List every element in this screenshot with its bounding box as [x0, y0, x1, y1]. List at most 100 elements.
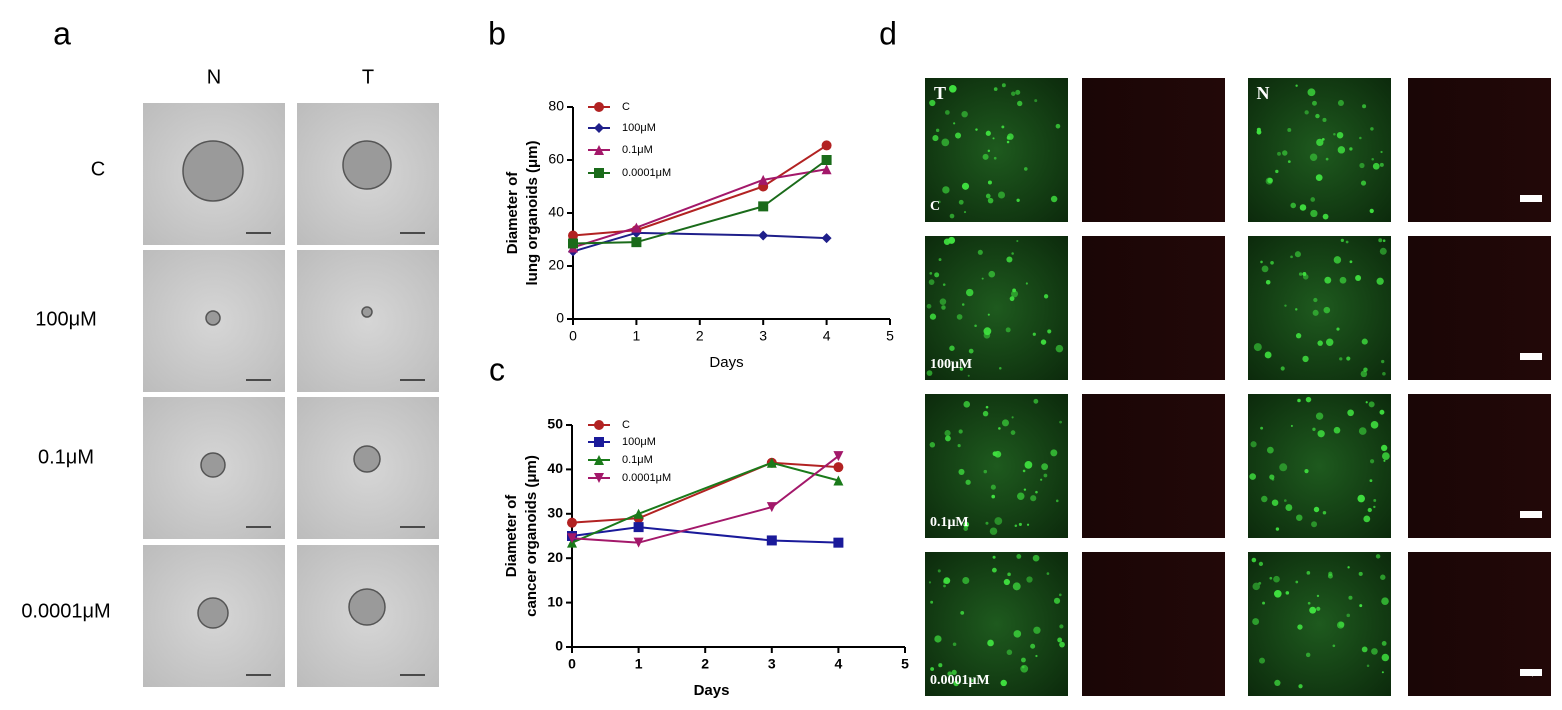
x-tick-label: 4 — [823, 328, 831, 344]
legend-label: 100μM — [622, 436, 656, 448]
micrograph — [297, 250, 439, 392]
cell-dot — [1001, 125, 1005, 129]
cell-dot — [1059, 420, 1062, 424]
y-axis-label: cancer organoids (μm) — [523, 455, 540, 617]
y-tick-label: 20 — [548, 257, 564, 273]
cell-dot — [967, 374, 970, 377]
cell-dot — [1023, 488, 1027, 491]
cell-dot — [953, 680, 959, 687]
cell-dot — [932, 135, 939, 142]
cell-dot — [1315, 412, 1324, 420]
cell-dot — [1305, 652, 1311, 658]
organoid — [200, 452, 226, 478]
cell-dot — [1381, 671, 1384, 674]
cell-dot — [1058, 593, 1062, 597]
marker — [631, 237, 642, 248]
cell-dot — [1310, 209, 1318, 218]
cell-dot — [1339, 276, 1347, 284]
marker — [568, 238, 578, 249]
cell-dot — [1264, 351, 1272, 359]
y-tick-label: 0 — [556, 310, 564, 326]
cell-dot — [1267, 177, 1273, 184]
x-tick-label: 3 — [768, 656, 776, 672]
cell-dot — [1269, 576, 1273, 580]
x-tick-label: 0 — [569, 328, 577, 344]
cell-dot — [1315, 174, 1323, 181]
cell-dot — [1055, 344, 1064, 353]
cell-dot — [1033, 398, 1039, 404]
cell-dot — [1336, 131, 1344, 139]
cell-dot — [950, 85, 954, 89]
cell-dot — [1346, 356, 1351, 361]
cell-dot — [1011, 416, 1014, 419]
cell-dot — [1032, 332, 1036, 336]
cell-dot — [1373, 505, 1376, 509]
legend-label: 0.1μM — [622, 454, 653, 466]
cell-dot — [1361, 646, 1368, 653]
cell-dot — [1369, 479, 1373, 483]
cell-dot — [1302, 355, 1309, 363]
cell-dot — [1260, 260, 1263, 264]
cell-dot — [1055, 123, 1061, 129]
marker — [758, 174, 769, 185]
y-tick-label: 20 — [547, 549, 563, 565]
cell-dot — [987, 197, 994, 204]
marker — [821, 155, 832, 165]
cell-dot — [945, 435, 951, 442]
legend-label: C — [622, 101, 630, 113]
organoid — [342, 140, 392, 190]
cell-dot — [985, 193, 991, 199]
cell-dot — [981, 277, 984, 280]
line — [572, 159, 828, 245]
cell-dot — [1360, 180, 1367, 186]
cell-dot — [958, 468, 965, 475]
cell-dot — [1313, 506, 1320, 513]
cell-dot — [1347, 409, 1354, 417]
cell-dot — [1030, 495, 1037, 502]
x-tick-label: 3 — [759, 328, 767, 344]
cell-dot — [961, 182, 970, 190]
cell-dot — [1382, 452, 1390, 460]
cell-dot — [985, 521, 989, 525]
cell-dot — [994, 517, 1003, 525]
cell-dot — [949, 345, 955, 351]
cell-dot — [1366, 664, 1370, 667]
cell-dot — [1359, 162, 1365, 169]
cell-dot — [993, 87, 998, 91]
cell-dot — [1312, 427, 1316, 431]
cell-dot — [987, 313, 990, 316]
cell-dot — [1032, 554, 1040, 562]
x-tick-label: 0 — [568, 656, 576, 672]
cell-dot — [1282, 150, 1288, 156]
cell-dot — [926, 370, 933, 376]
cell-dot — [1021, 665, 1025, 669]
cell-dot — [943, 577, 951, 584]
cell-dot — [1057, 637, 1063, 643]
column-label: T — [934, 83, 946, 103]
cell-dot — [1367, 507, 1372, 513]
cell-dot — [1259, 657, 1266, 664]
cell-dot — [1284, 304, 1287, 307]
cell-dot — [1349, 147, 1353, 151]
cell-dot — [962, 576, 970, 585]
cell-dot — [1271, 478, 1275, 481]
cell-dot — [1309, 606, 1317, 614]
legend-marker — [594, 437, 604, 447]
cell-dot — [1026, 523, 1030, 526]
cell-dot — [1277, 151, 1281, 156]
cell-dot — [991, 567, 997, 573]
cell-dot — [1333, 132, 1336, 136]
cell-dot — [951, 669, 957, 675]
cell-dot — [1280, 366, 1285, 371]
cell-dot — [987, 639, 994, 647]
cell-dot — [1261, 265, 1269, 273]
y-axis-label: Diameter of — [504, 171, 521, 255]
cell-dot — [982, 410, 989, 417]
cell-dot — [945, 110, 950, 115]
x-tick-label: 4 — [835, 656, 843, 672]
cell-dot — [928, 581, 932, 584]
cell-dot — [963, 211, 967, 214]
cell-dot — [988, 270, 996, 278]
cell-dot — [1274, 590, 1282, 598]
